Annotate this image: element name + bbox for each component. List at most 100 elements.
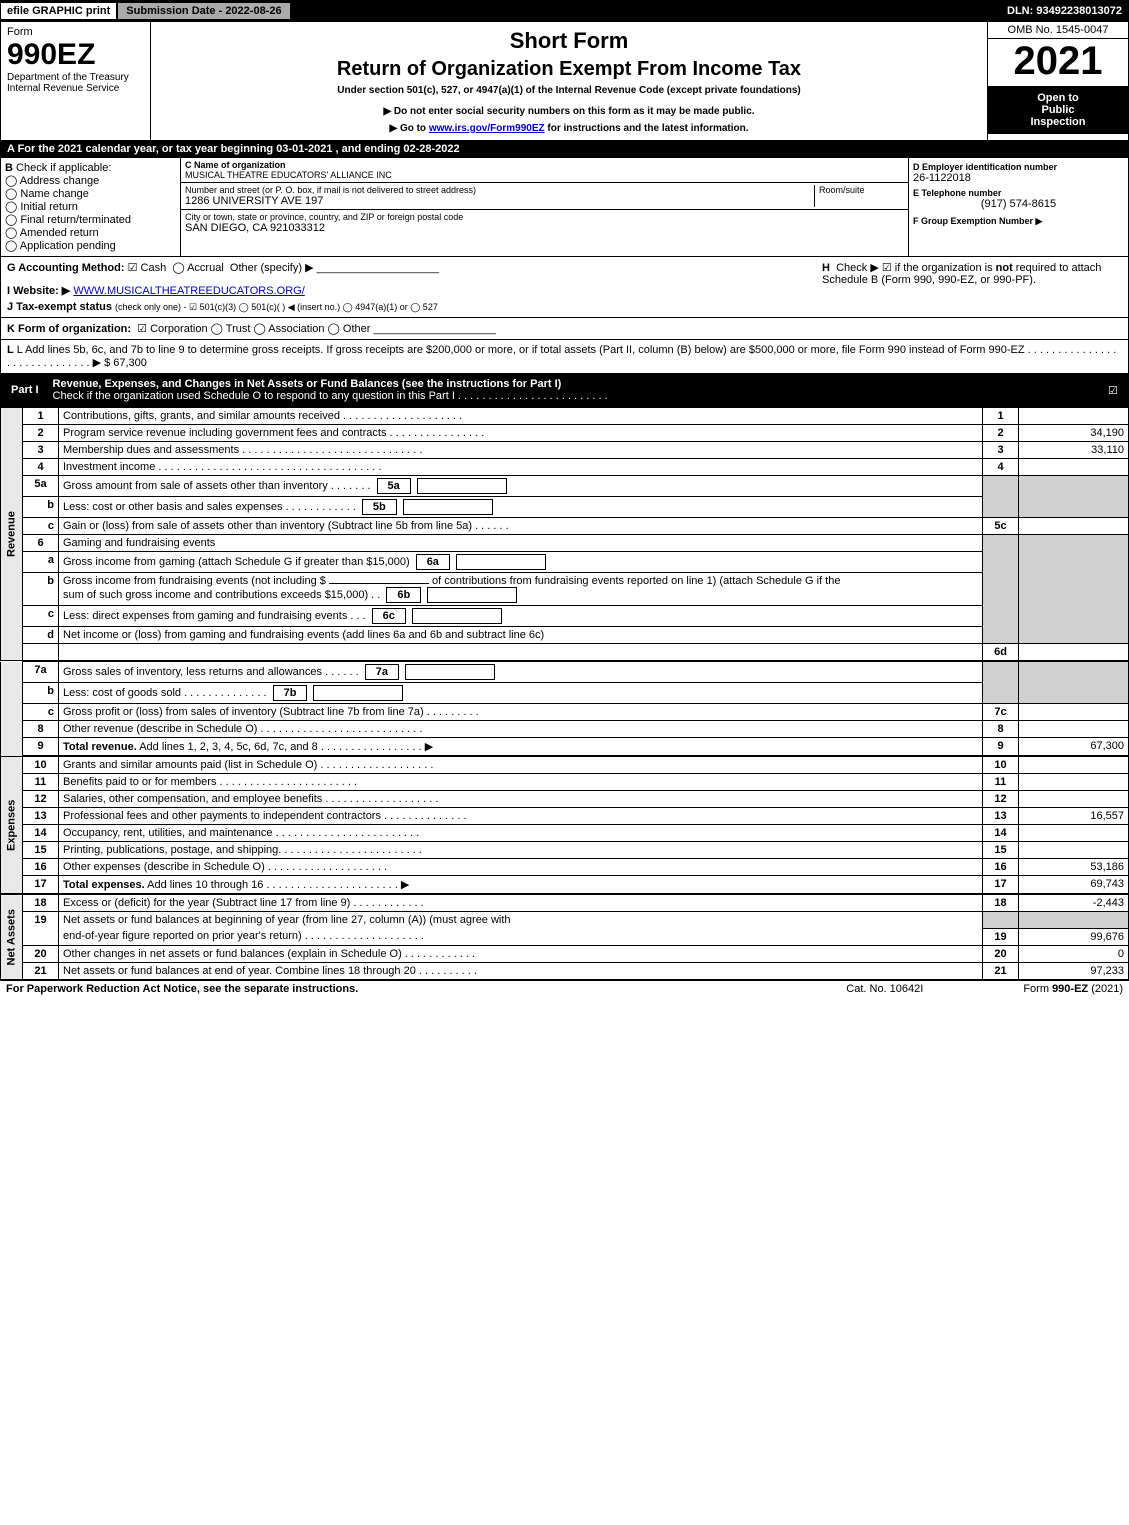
line-6c: Less: direct expenses from gaming and fu… bbox=[63, 610, 366, 622]
return-title: Return of Organization Exempt From Incom… bbox=[157, 58, 981, 81]
line-19-1: Net assets or fund balances at beginning… bbox=[59, 912, 983, 929]
city-label: City or town, state or province, country… bbox=[185, 212, 904, 222]
netassets-vlabel: Net Assets bbox=[1, 895, 23, 980]
b-opt-0[interactable]: ◯ Address change bbox=[5, 174, 176, 187]
efile-print[interactable]: efile GRAPHIC print bbox=[1, 3, 118, 19]
val-18: -2,443 bbox=[1019, 895, 1129, 912]
ssn-warning: ▶ Do not enter social security numbers o… bbox=[157, 106, 981, 117]
org-name: MUSICAL THEATRE EDUCATORS' ALLIANCE INC bbox=[185, 170, 904, 180]
open-1: Open to bbox=[994, 92, 1122, 104]
part-1-checkbox[interactable]: ☑ bbox=[1108, 384, 1128, 397]
j-label: J Tax-exempt status bbox=[7, 301, 112, 313]
tax-year: 2021 bbox=[988, 39, 1128, 84]
val-2: 34,190 bbox=[1019, 425, 1129, 442]
form-header: Form 990EZ Department of the Treasury In… bbox=[0, 22, 1129, 141]
b-opt-5[interactable]: ◯ Application pending bbox=[5, 239, 176, 252]
val-20: 0 bbox=[1019, 945, 1129, 962]
val-21: 97,233 bbox=[1019, 962, 1129, 979]
row-a: A For the 2021 calendar year, or tax yea… bbox=[0, 141, 1129, 158]
line-14: Occupancy, rent, utilities, and maintena… bbox=[59, 825, 983, 842]
netassets-table: Net Assets 18Excess or (deficit) for the… bbox=[0, 894, 1129, 980]
b-opt-2[interactable]: ◯ Initial return bbox=[5, 200, 176, 213]
line-12: Salaries, other compensation, and employ… bbox=[59, 791, 983, 808]
i-line: I Website: ▶ WWW.MUSICALTHEATREEDUCATORS… bbox=[7, 284, 822, 297]
line-19-2: end-of-year figure reported on prior yea… bbox=[59, 928, 983, 945]
line-16: Other expenses (describe in Schedule O) … bbox=[59, 859, 983, 876]
b-opt-label: Address change bbox=[20, 175, 100, 187]
part-1-label: Part I bbox=[1, 380, 49, 400]
part-1-title: Revenue, Expenses, and Changes in Net As… bbox=[53, 378, 562, 390]
g-accrual[interactable]: Accrual bbox=[187, 262, 224, 274]
form-label: Form bbox=[7, 26, 144, 38]
g-other[interactable]: Other (specify) ▶ bbox=[230, 262, 314, 274]
irs-link[interactable]: www.irs.gov/Form990EZ bbox=[429, 123, 545, 134]
val-3: 33,110 bbox=[1019, 442, 1129, 459]
dept-treasury: Department of the Treasury bbox=[7, 72, 144, 83]
b-opt-1[interactable]: ◯ Name change bbox=[5, 187, 176, 200]
line-8: Other revenue (describe in Schedule O) .… bbox=[59, 721, 983, 738]
row-k: K Form of organization: ☑ Corporation ◯ … bbox=[0, 318, 1129, 340]
part-1-sub: Check if the organization used Schedule … bbox=[53, 390, 608, 402]
val-19: 99,676 bbox=[1019, 928, 1129, 945]
line-15: Printing, publications, postage, and shi… bbox=[59, 842, 983, 859]
line-17: Add lines 10 through 16 . . . . . . . . … bbox=[145, 879, 410, 891]
b-opt-label: Application pending bbox=[20, 240, 116, 252]
line-10: Grants and similar amounts paid (list in… bbox=[59, 757, 983, 774]
omb-number: OMB No. 1545-0047 bbox=[988, 22, 1128, 39]
line-9-pre: Total revenue. bbox=[63, 741, 137, 753]
part-1-header: Part I Revenue, Expenses, and Changes in… bbox=[0, 374, 1129, 407]
line-13: Professional fees and other payments to … bbox=[59, 808, 983, 825]
line-9: Add lines 1, 2, 3, 4, 5c, 6d, 7c, and 8 … bbox=[137, 741, 433, 753]
city-state-zip: SAN DIEGO, CA 921033312 bbox=[185, 222, 904, 234]
k-label: K Form of organization: bbox=[7, 323, 131, 335]
goto-post: for instructions and the latest informat… bbox=[545, 123, 749, 134]
line-7a: Gross sales of inventory, less returns a… bbox=[63, 666, 359, 678]
irs-label: Internal Revenue Service bbox=[7, 83, 144, 94]
website-link[interactable]: WWW.MUSICALTHEATREEDUCATORS.ORG/ bbox=[73, 285, 304, 297]
b-opt-3[interactable]: ◯ Final return/terminated bbox=[5, 213, 176, 226]
open-2: Public bbox=[994, 104, 1122, 116]
goto-pre: ▶ Go to bbox=[389, 123, 428, 134]
line-18: Excess or (deficit) for the year (Subtra… bbox=[59, 895, 983, 912]
ein: 26-1122018 bbox=[913, 172, 1124, 184]
b-opt-4[interactable]: ◯ Amended return bbox=[5, 226, 176, 239]
row-l: L L Add lines 5b, 6c, and 7b to line 9 t… bbox=[0, 340, 1129, 374]
line-6b-3: sum of such gross income and contributio… bbox=[63, 589, 380, 601]
line-6b-1: Gross income from fundraising events (no… bbox=[63, 575, 329, 587]
b-opt-label: Final return/terminated bbox=[20, 214, 131, 226]
revenue-table-2: 7aGross sales of inventory, less returns… bbox=[0, 661, 1129, 756]
revenue-vlabel: Revenue bbox=[1, 408, 23, 661]
line-20: Other changes in net assets or fund bala… bbox=[59, 945, 983, 962]
line-2: Program service revenue including govern… bbox=[59, 425, 983, 442]
j-text: (check only one) - ☑ 501(c)(3) ◯ 501(c)(… bbox=[115, 302, 438, 312]
val-17: 69,743 bbox=[1019, 876, 1129, 894]
section-g-h: G Accounting Method: ☑ Cash ◯ Accrual Ot… bbox=[0, 257, 1129, 318]
f-label: F Group Exemption Number ▶ bbox=[913, 216, 1124, 227]
line-4: Investment income . . . . . . . . . . . … bbox=[59, 459, 983, 476]
k-text: ☑ Corporation ◯ Trust ◯ Association ◯ Ot… bbox=[137, 323, 370, 335]
under-section: Under section 501(c), 527, or 4947(a)(1)… bbox=[157, 85, 981, 96]
open-3: Inspection bbox=[994, 116, 1122, 128]
g-cash[interactable]: Cash bbox=[141, 262, 167, 274]
dln: DLN: 93492238013072 bbox=[1001, 3, 1128, 19]
l-text: L Add lines 5b, 6c, and 7b to line 9 to … bbox=[7, 344, 1116, 369]
street-address: 1286 UNIVERSITY AVE 197 bbox=[185, 195, 814, 207]
line-5c: Gain or (loss) from sale of assets other… bbox=[59, 518, 983, 535]
line-3: Membership dues and assessments . . . . … bbox=[59, 442, 983, 459]
paperwork-notice: For Paperwork Reduction Act Notice, see … bbox=[6, 983, 846, 995]
line-6a: Gross income from gaming (attach Schedul… bbox=[63, 556, 410, 568]
line-6: Gaming and fundraising events bbox=[59, 535, 983, 552]
short-form-title: Short Form bbox=[157, 28, 981, 54]
line-6d: Net income or (loss) from gaming and fun… bbox=[59, 627, 983, 644]
form-number: 990EZ bbox=[7, 38, 144, 72]
page-footer: For Paperwork Reduction Act Notice, see … bbox=[0, 980, 1129, 997]
line-11: Benefits paid to or for members . . . . … bbox=[59, 774, 983, 791]
form-ref-post: (2021) bbox=[1088, 983, 1123, 995]
goto-line: ▶ Go to www.irs.gov/Form990EZ for instru… bbox=[157, 123, 981, 134]
top-bar: efile GRAPHIC print Submission Date - 20… bbox=[0, 0, 1129, 22]
expenses-table: Expenses 10Grants and similar amounts pa… bbox=[0, 756, 1129, 894]
h-text-1: Check ▶ ☑ if the organization is bbox=[836, 262, 996, 274]
h-line: H Check ▶ ☑ if the organization is not r… bbox=[822, 261, 1122, 286]
open-public-box: Open to Public Inspection bbox=[988, 86, 1128, 134]
line-21: Net assets or fund balances at end of ye… bbox=[59, 962, 983, 979]
